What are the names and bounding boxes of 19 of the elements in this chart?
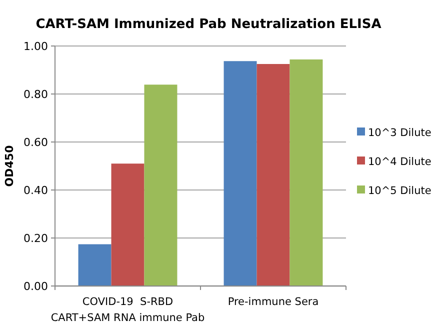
bar — [78, 244, 112, 286]
chart-title: CART-SAM Immunized Pab Neutralization ELISA — [36, 17, 382, 32]
y-tick-label: 0.60 — [24, 136, 48, 149]
y-tick-label: 0.00 — [24, 280, 48, 293]
x-tick-label: Pre-immune Sera — [228, 296, 319, 308]
legend-label: 10^4 Dilute — [368, 156, 432, 168]
y-tick-label: 0.80 — [24, 88, 48, 101]
bar — [256, 64, 290, 286]
y-axis-title: OD450 — [3, 144, 16, 187]
bar — [290, 59, 323, 286]
y-tick-label: 1.00 — [24, 40, 48, 53]
legend-label: 10^5 Dilute — [368, 185, 432, 198]
bar — [224, 61, 257, 286]
bar — [111, 164, 144, 286]
legend-label: 10^3 Dilute — [368, 127, 432, 140]
x-tick-label: COVID-19 S-RBD CART+SAM RNA immune Pab — [50, 296, 205, 324]
y-tick-label: 0.20 — [24, 232, 48, 245]
bar — [144, 84, 178, 286]
y-tick-label: 0.40 — [24, 184, 48, 197]
